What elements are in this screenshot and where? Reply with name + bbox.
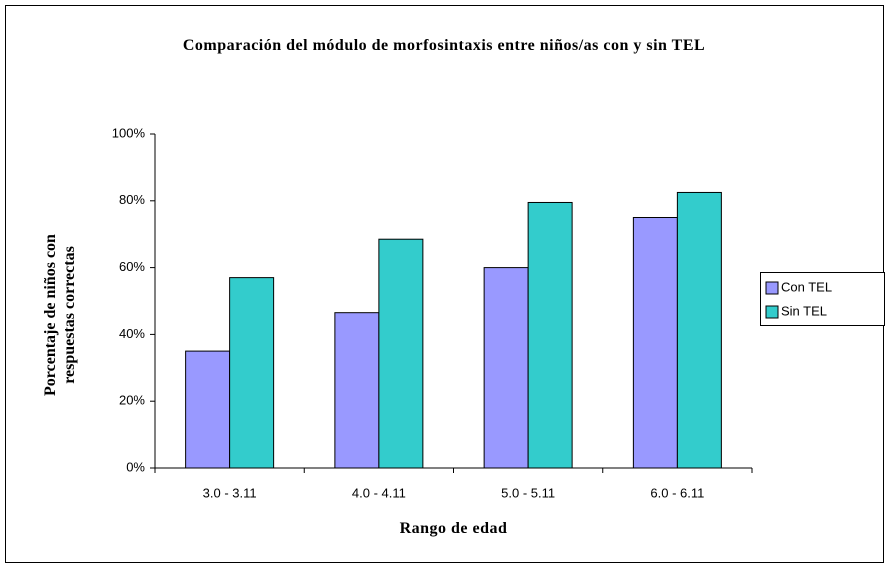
bar	[632, 217, 678, 469]
legend-label: Con TEL	[781, 279, 832, 294]
chart-border	[5, 5, 884, 563]
legend-swatch	[765, 305, 779, 319]
x-axis-label: Rango de edad	[399, 520, 508, 537]
legend-box	[760, 272, 885, 326]
bar	[378, 238, 424, 469]
bar	[676, 191, 722, 469]
x-tick-label: 4.0 - 4.11	[352, 485, 406, 500]
legend-label: Sin TEL	[781, 303, 827, 318]
x-tick-label: 6.0 - 6.11	[650, 485, 704, 500]
y-tick-label: 20%	[119, 393, 145, 408]
bar	[334, 312, 380, 469]
y-tick-label: 100%	[112, 125, 146, 140]
y-tick-label: 40%	[119, 326, 145, 341]
bar	[229, 277, 275, 469]
bar	[483, 267, 529, 469]
y-tick-label: 60%	[119, 259, 145, 274]
x-tick-label: 3.0 - 3.11	[203, 485, 257, 500]
chart-title: Comparación del módulo de morfosintaxis …	[182, 37, 706, 54]
bar	[527, 201, 573, 469]
x-tick-label: 5.0 - 5.11	[501, 485, 555, 500]
y-tick-label: 80%	[119, 192, 145, 207]
bar	[185, 350, 231, 469]
legend-swatch	[765, 281, 779, 295]
y-tick-label: 0%	[126, 459, 145, 474]
y-axis-label: Porcentaje de niños con respuestas corre…	[42, 234, 78, 396]
